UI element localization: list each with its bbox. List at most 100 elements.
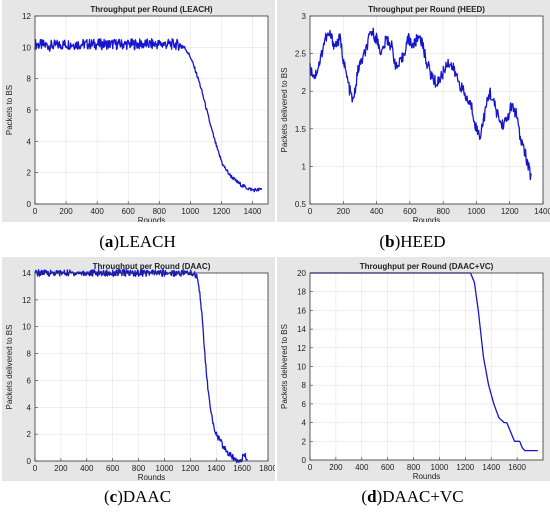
y-tick-label: 2 bbox=[27, 430, 32, 439]
x-tick-label: 800 bbox=[132, 464, 146, 473]
x-tick-label: 400 bbox=[80, 464, 94, 473]
x-tick-label: 400 bbox=[355, 463, 369, 472]
y-tick-label: 1.5 bbox=[295, 125, 307, 134]
x-tick-label: 200 bbox=[329, 463, 343, 472]
y-tick-label: 0.5 bbox=[295, 200, 307, 209]
plot-area bbox=[310, 16, 543, 204]
y-tick-label: 10 bbox=[22, 43, 31, 52]
y-tick-label: 6 bbox=[27, 106, 32, 115]
chart-heed: 0 200 400 600 800 1000 1200 1400 0.5 1 1.5 2 2.5 3 Thr… bbox=[280, 5, 550, 222]
y-tick-label: 4 bbox=[27, 403, 32, 412]
x-tick-label: 800 bbox=[153, 207, 167, 216]
y-tick-label: 0 bbox=[302, 456, 307, 465]
chart-panel-daac-vc: 0 200 400 600 800 1000 1200 1400 1600 0 2 4 6 8 10 12 14… bbox=[277, 257, 550, 481]
x-tick-label: 1800 bbox=[259, 464, 275, 473]
caption-heed: (b)HEED bbox=[379, 232, 446, 251]
caption-letter: a bbox=[104, 232, 114, 251]
x-tick-label: 1000 bbox=[156, 464, 174, 473]
x-axis-label: Rounds bbox=[413, 216, 441, 222]
y-tick-label: 6 bbox=[302, 400, 307, 409]
caption-text: DAAC bbox=[122, 487, 172, 506]
x-tick-label: 1200 bbox=[456, 463, 474, 472]
x-tick-label: 1000 bbox=[431, 463, 449, 472]
x-tick-label: 0 bbox=[308, 207, 313, 216]
y-tick-label: 10 bbox=[22, 323, 31, 332]
caption-text: DAAC+VC bbox=[382, 487, 464, 506]
y-tick-label: 12 bbox=[22, 296, 31, 305]
y-tick-label: 12 bbox=[22, 12, 31, 21]
x-tick-label: 800 bbox=[407, 463, 421, 472]
x-tick-label: 600 bbox=[106, 464, 120, 473]
y-tick-label: 6 bbox=[27, 376, 32, 385]
chart-daac-vc: 0 200 400 600 800 1000 1200 1400 1600 0 2 4 6 8 10 12 14… bbox=[280, 262, 544, 481]
y-tick-label: 2 bbox=[302, 437, 307, 446]
caption-leach: (a)LEACH bbox=[99, 232, 176, 251]
y-axis-label: Packets delivered to BS bbox=[280, 324, 289, 409]
x-tick-label: 1600 bbox=[233, 464, 251, 473]
axes-frame bbox=[309, 15, 544, 205]
chart-panel-heed: 0 200 400 600 800 1000 1200 1400 0.5 1 1.5 2 2.5 3 Thr… bbox=[277, 0, 550, 222]
y-tick-label: 4 bbox=[27, 137, 32, 146]
chart-panel-leach: 0 200 400 600 800 1000 1200 1400 0 2 4 6 8 10 12 Throug… bbox=[2, 0, 275, 222]
y-tick-label: 2 bbox=[302, 87, 307, 96]
x-tick-label: 200 bbox=[54, 464, 68, 473]
caption-text: HEED bbox=[400, 232, 446, 251]
chart-title: Throughput per Round (HEED) bbox=[368, 5, 485, 14]
x-axis-label: Rounds bbox=[138, 473, 166, 481]
caption-letter: d bbox=[367, 487, 377, 506]
y-tick-label: 10 bbox=[297, 363, 306, 372]
x-tick-label: 200 bbox=[59, 207, 73, 216]
x-tick-label: 600 bbox=[403, 207, 417, 216]
y-tick-label: 14 bbox=[297, 325, 306, 334]
y-tick-label: 8 bbox=[27, 350, 32, 359]
y-tick-label: 3 bbox=[302, 12, 307, 21]
caption-text: LEACH bbox=[119, 232, 176, 251]
series-line bbox=[34, 269, 248, 464]
x-tick-label: 1400 bbox=[207, 464, 225, 473]
x-tick-label: 0 bbox=[33, 207, 38, 216]
caption-daac-vc: (d)DAAC+VC bbox=[361, 487, 464, 506]
x-tick-label: 0 bbox=[308, 463, 313, 472]
x-tick-label: 400 bbox=[90, 207, 104, 216]
x-tick-label: 600 bbox=[122, 207, 136, 216]
x-axis-label: Rounds bbox=[413, 472, 441, 481]
x-tick-label: 1200 bbox=[501, 207, 519, 216]
x-tick-label: 200 bbox=[337, 207, 351, 216]
x-tick-label: 1600 bbox=[508, 463, 526, 472]
series-line bbox=[309, 27, 532, 181]
x-tick-label: 1400 bbox=[534, 207, 550, 216]
chart-title: Throughput per Round (DAAC+VC) bbox=[360, 262, 494, 271]
y-tick-label: 2 bbox=[27, 169, 32, 178]
x-axis-label: Rounds bbox=[138, 216, 166, 222]
series-line bbox=[34, 38, 263, 193]
y-axis-label: Packets delivered to BS bbox=[5, 325, 14, 410]
caption-letter: c bbox=[109, 487, 118, 506]
y-tick-label: 12 bbox=[297, 344, 306, 353]
y-axis-label: Packets to BS bbox=[5, 85, 14, 135]
x-tick-label: 800 bbox=[436, 207, 450, 216]
x-tick-label: 1400 bbox=[482, 463, 500, 472]
x-tick-label: 0 bbox=[33, 464, 38, 473]
x-tick-label: 1400 bbox=[244, 207, 262, 216]
y-tick-label: 8 bbox=[302, 381, 307, 390]
y-tick-label: 8 bbox=[27, 75, 32, 84]
x-tick-label: 1000 bbox=[181, 207, 199, 216]
chart-daac: 0 200 400 600 800 1000 1200 1400 1600 1800 0 2 4 6 8 10… bbox=[5, 262, 275, 481]
y-tick-label: 18 bbox=[297, 288, 306, 297]
y-tick-label: 4 bbox=[302, 419, 307, 428]
y-tick-label: 0 bbox=[27, 200, 32, 209]
y-tick-label: 1 bbox=[302, 162, 307, 171]
y-tick-label: 14 bbox=[22, 269, 31, 278]
x-tick-label: 400 bbox=[370, 207, 384, 216]
x-tick-label: 1000 bbox=[468, 207, 486, 216]
y-tick-label: 20 bbox=[297, 269, 306, 278]
x-tick-label: 1200 bbox=[181, 464, 199, 473]
chart-panel-daac: 0 200 400 600 800 1000 1200 1400 1600 1800 0 2 4 6 8 10… bbox=[2, 257, 275, 481]
chart-title: Throughput per Round (DAAC) bbox=[93, 262, 211, 271]
y-tick-label: 16 bbox=[297, 306, 306, 315]
y-tick-label: 0 bbox=[27, 457, 32, 466]
y-tick-label: 2.5 bbox=[295, 50, 307, 59]
chart-title: Throughput per Round (LEACH) bbox=[90, 5, 213, 14]
axes-frame bbox=[34, 272, 269, 462]
chart-leach: 0 200 400 600 800 1000 1200 1400 0 2 4 6 8 10 12 Throug… bbox=[5, 5, 269, 222]
